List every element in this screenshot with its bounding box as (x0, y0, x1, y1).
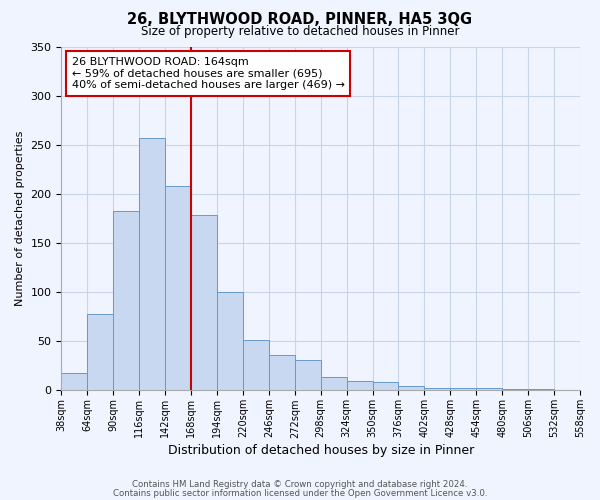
Text: Contains public sector information licensed under the Open Government Licence v3: Contains public sector information licen… (113, 488, 487, 498)
Bar (295, 360, 321, 390)
Bar (191, 214, 217, 390)
Bar (269, 355, 295, 390)
Y-axis label: Number of detached properties: Number of detached properties (15, 131, 25, 306)
Bar (88, 314, 113, 390)
Bar (61, 372, 88, 390)
Bar (373, 382, 398, 390)
Bar (451, 388, 476, 390)
Text: 26 BLYTHWOOD ROAD: 164sqm
← 59% of detached houses are smaller (695)
40% of semi: 26 BLYTHWOOD ROAD: 164sqm ← 59% of detac… (72, 57, 345, 90)
Bar (476, 388, 502, 390)
Text: 26, BLYTHWOOD ROAD, PINNER, HA5 3QG: 26, BLYTHWOOD ROAD, PINNER, HA5 3QG (127, 12, 473, 28)
Bar (139, 138, 165, 390)
Bar (217, 292, 243, 390)
Bar (113, 210, 139, 390)
Text: Size of property relative to detached houses in Pinner: Size of property relative to detached ho… (141, 25, 459, 38)
Bar (165, 186, 191, 390)
Bar (424, 388, 451, 390)
X-axis label: Distribution of detached houses by size in Pinner: Distribution of detached houses by size … (167, 444, 474, 458)
Bar (243, 340, 269, 390)
Bar (321, 376, 347, 390)
Bar (347, 380, 373, 390)
Bar (398, 386, 424, 390)
Text: Contains HM Land Registry data © Crown copyright and database right 2024.: Contains HM Land Registry data © Crown c… (132, 480, 468, 489)
